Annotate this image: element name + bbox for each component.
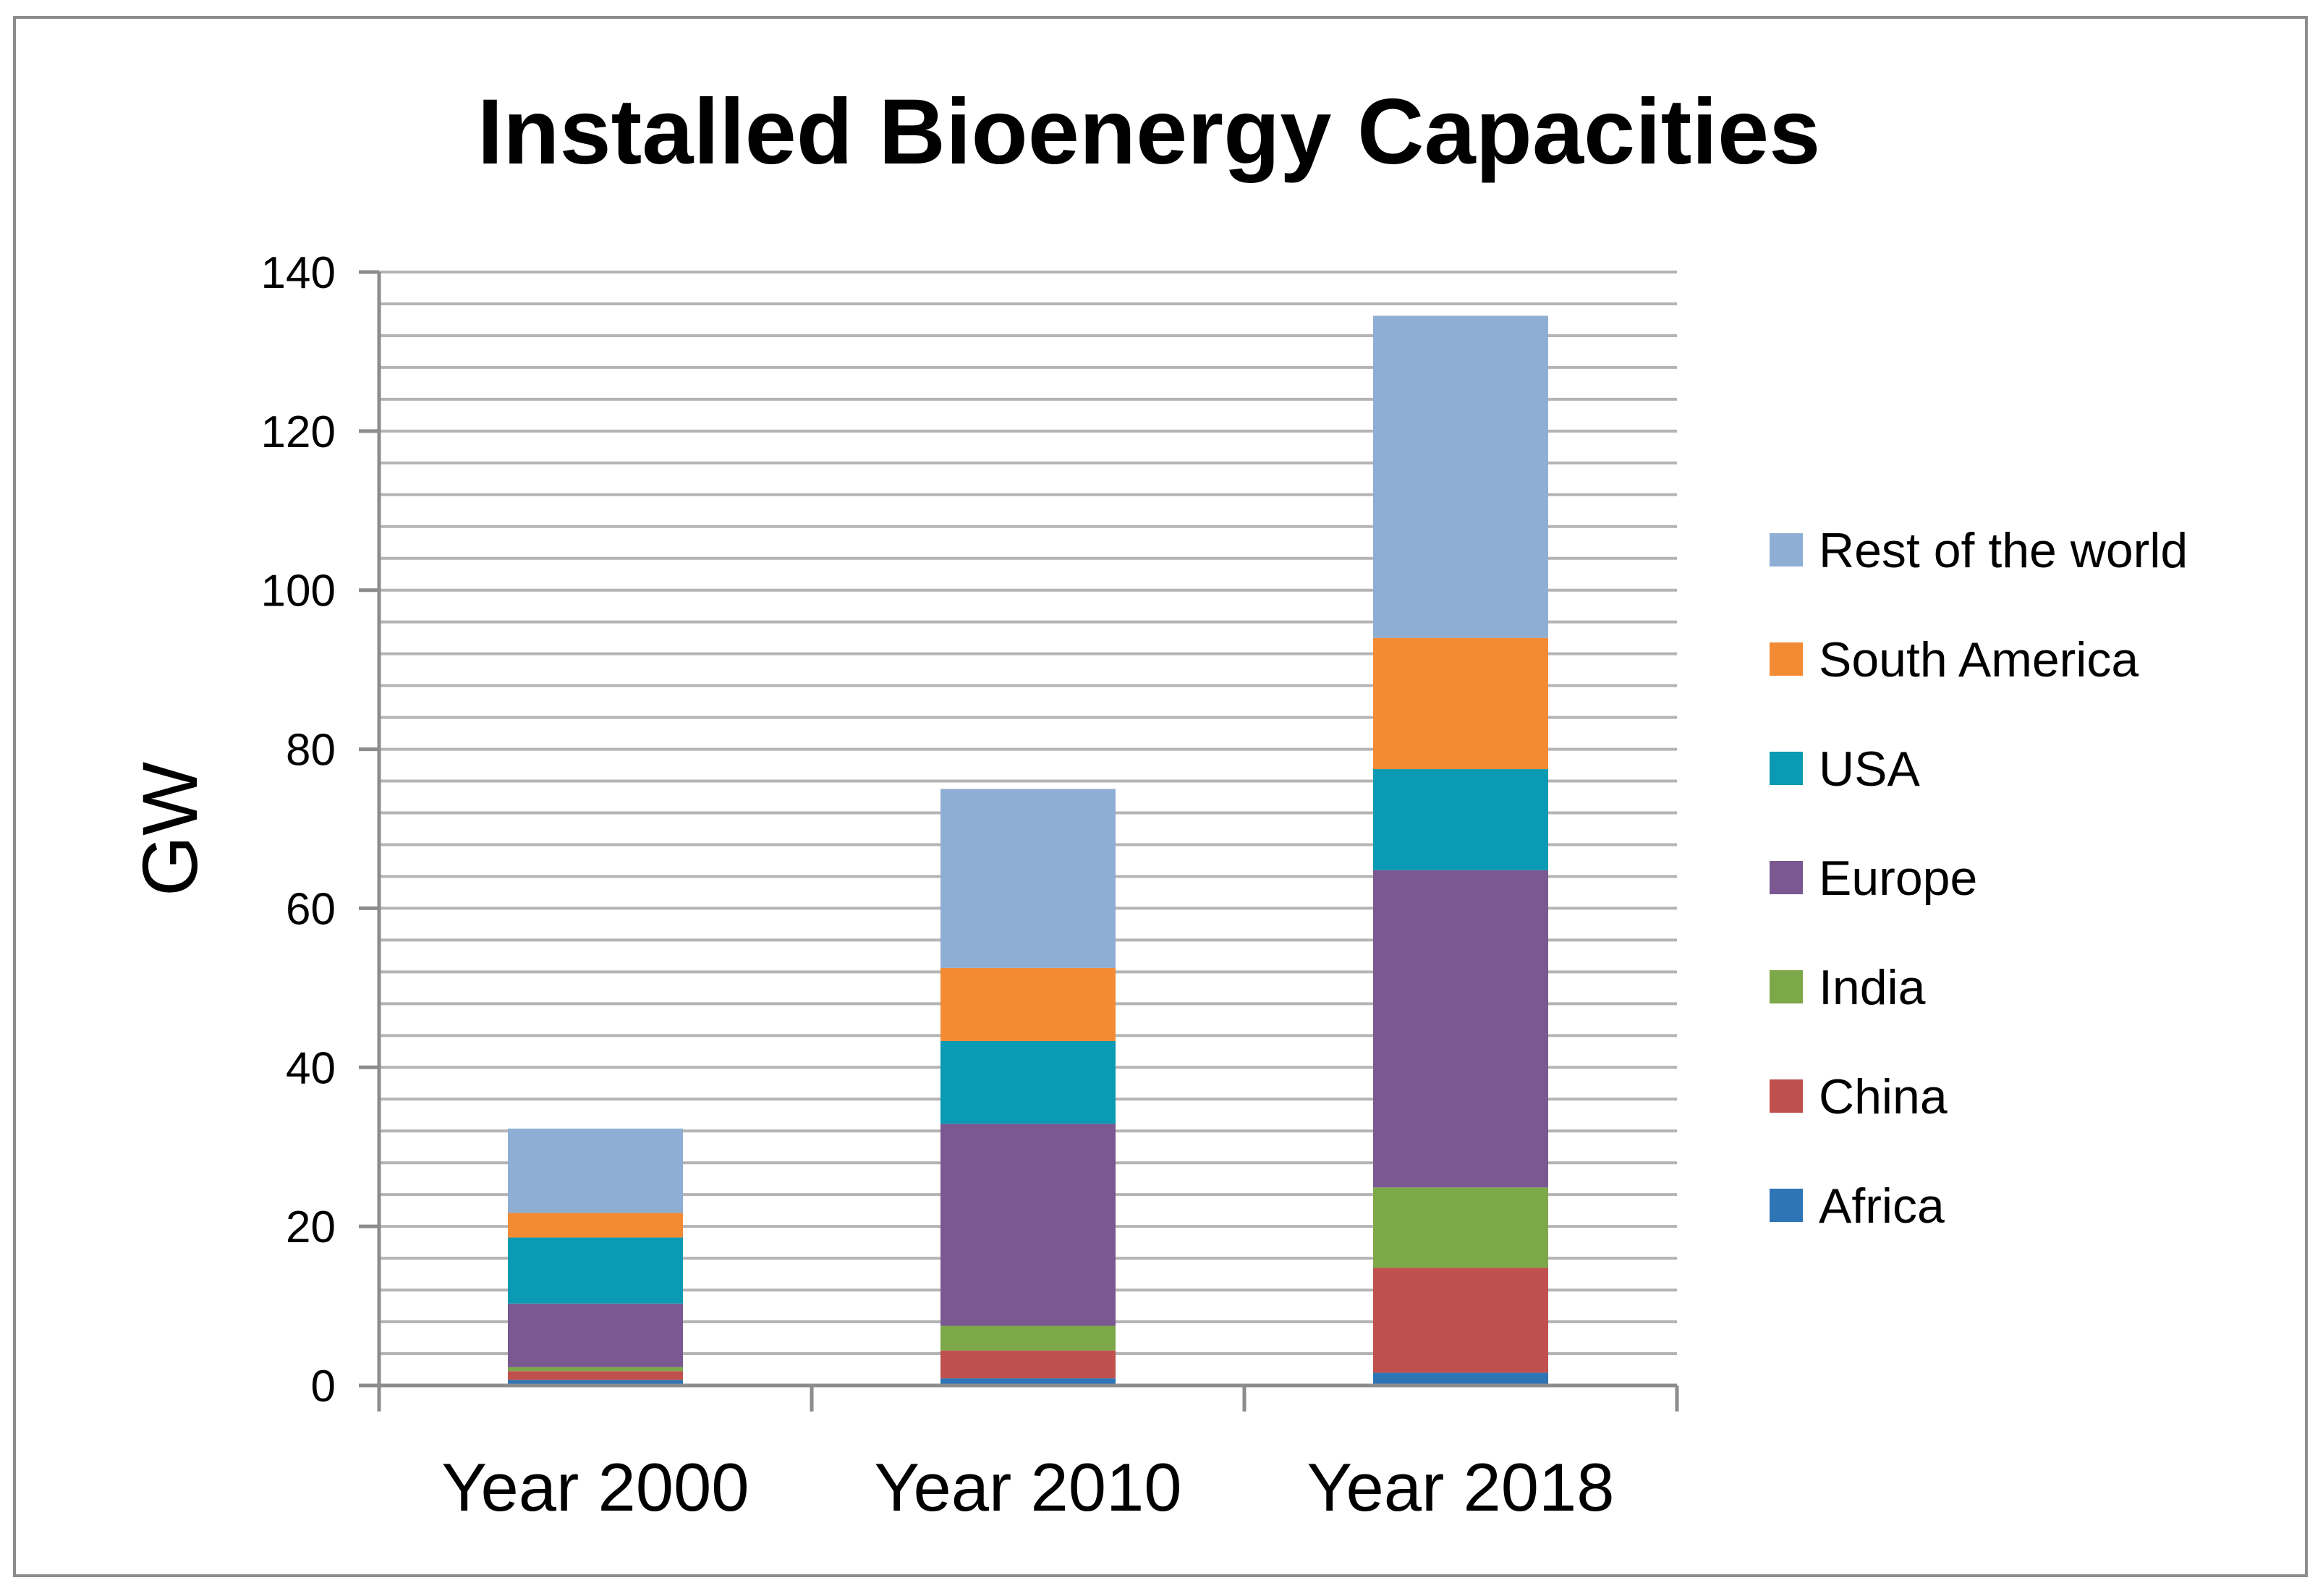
bar-segment-india (508, 1367, 683, 1372)
bar-segment-usa (940, 1041, 1116, 1124)
bar-segment-africa (1373, 1372, 1548, 1385)
y-tick-label: 100 (261, 566, 336, 616)
legend-swatch (1770, 1079, 1803, 1113)
bar-segment-south-america (940, 967, 1116, 1042)
bar-stacks (508, 315, 1548, 1385)
legend-swatch (1770, 533, 1803, 566)
legend-label: India (1819, 960, 1926, 1015)
bar-segment-india (940, 1325, 1116, 1351)
legend-swatch (1770, 970, 1803, 1003)
legend-swatch (1770, 752, 1803, 785)
bar-segment-china (1373, 1268, 1548, 1373)
y-axis-label: GW (126, 762, 213, 896)
bar-segment-usa (508, 1237, 683, 1304)
bar-segment-europe (1373, 870, 1548, 1188)
legend-label: USA (1819, 742, 1920, 797)
legend: Rest of the world South America USA Europe I… (1770, 523, 2188, 1234)
bar-segment-africa (940, 1378, 1116, 1385)
y-tick-label: 60 (286, 884, 336, 934)
legend-label: South America (1819, 632, 2139, 687)
bar-segment-south-america (1373, 637, 1548, 770)
legend-label: Rest of the world (1819, 523, 2188, 578)
bar-segment-europe (940, 1124, 1116, 1326)
bar-segment-rest-of-the-world (940, 789, 1116, 968)
x-tick-label: Year 2000 (441, 1449, 749, 1525)
y-tick-label: 120 (261, 407, 336, 457)
y-tick-label: 140 (261, 248, 336, 298)
bar-segment-usa (1373, 769, 1548, 870)
x-tick-label: Year 2010 (874, 1449, 1181, 1525)
legend-swatch (1770, 861, 1803, 894)
bar-chart: Installed Bioenergy Capacities GW 0 20 40 6… (126, 80, 2188, 1525)
bar-segment-china (940, 1350, 1116, 1379)
y-tick-label: 20 (286, 1202, 336, 1252)
legend-label: Africa (1819, 1179, 1945, 1234)
bar-segment-rest-of-the-world (1373, 315, 1548, 638)
bar-segment-china (508, 1371, 683, 1380)
chart-title: Installed Bioenergy Capacities (477, 80, 1821, 184)
legend-label: China (1819, 1069, 1948, 1124)
bar-segment-africa (508, 1380, 683, 1385)
chart-frame: Installed Bioenergy Capacities GW 0 20 40 6… (13, 16, 2308, 1577)
bar-segment-india (1373, 1187, 1548, 1268)
y-tick-label: 40 (286, 1043, 336, 1093)
bar-segment-europe (508, 1303, 683, 1367)
y-tick-label: 80 (286, 726, 336, 776)
bar-segment-south-america (508, 1213, 683, 1238)
bar-segment-rest-of-the-world (508, 1128, 683, 1213)
legend-swatch (1770, 642, 1803, 676)
x-tick-label: Year 2018 (1307, 1449, 1614, 1525)
legend-label: Europe (1819, 851, 1977, 906)
y-tick-label: 0 (311, 1362, 336, 1412)
axes: 0 20 40 60 80 100 120 140 Year 2000 Year 2010 Year… (261, 248, 1679, 1525)
legend-swatch (1770, 1189, 1803, 1222)
